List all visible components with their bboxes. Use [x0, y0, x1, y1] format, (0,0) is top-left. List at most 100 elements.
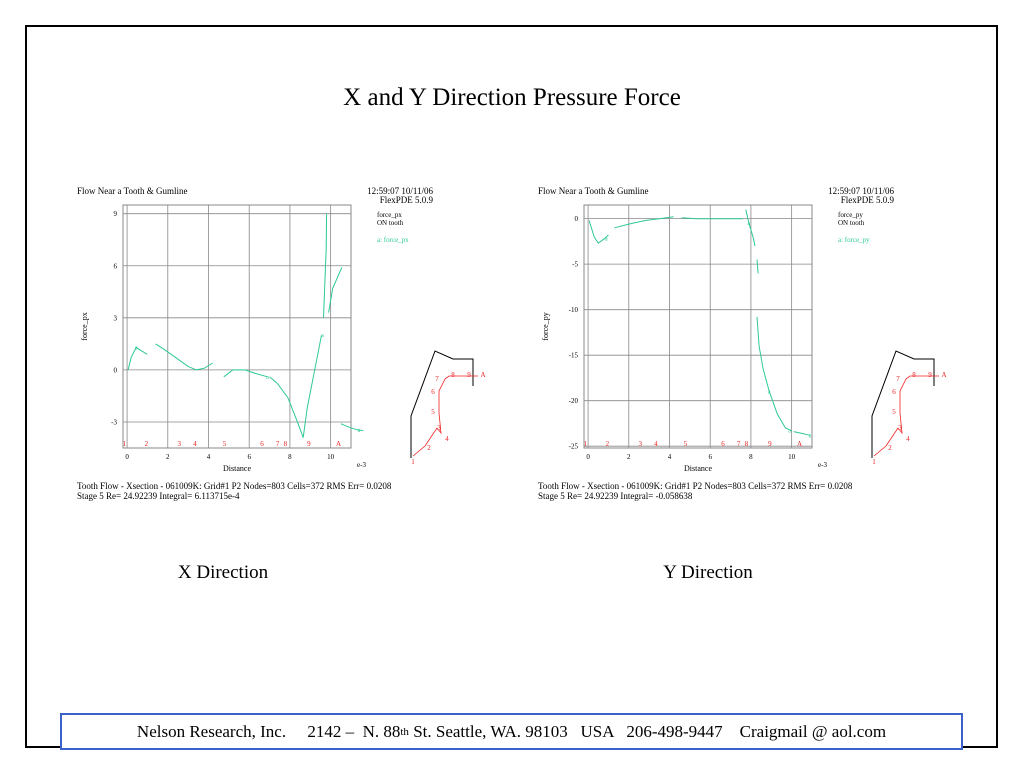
segment-label: 4	[193, 440, 197, 448]
y-tick-label: -5	[572, 261, 578, 269]
series-marker: a	[809, 433, 812, 439]
plot-title: Flow Near a Tooth & Gumline	[77, 186, 187, 196]
y-axis-label: force_py	[541, 312, 550, 340]
series-line	[269, 335, 322, 438]
tooth-inset: 1 2 34 5 67 8 9 A	[410, 350, 486, 466]
tooth-boundary	[873, 375, 939, 457]
plot-timestamp: 12:59:07 10/11/06	[828, 186, 894, 196]
series-line	[614, 216, 674, 229]
y-tick-label: -3	[111, 418, 117, 426]
legend-subtitle: ON tooth	[838, 219, 865, 227]
x-tick-label: 8	[749, 453, 753, 461]
inset-label: 8	[451, 371, 455, 379]
inset-label: 4	[906, 435, 910, 443]
legend-entry: a: force_px	[377, 236, 409, 244]
inset-label: 9	[928, 371, 932, 379]
caption-y-direction: Y Direction	[663, 562, 753, 583]
plot-area	[122, 204, 352, 449]
chart-y-direction: Flow Near a Tooth & Gumline 12:59:07 10/1…	[538, 186, 947, 501]
series-line	[223, 369, 268, 378]
inset-label: 7	[435, 375, 439, 383]
segment-label: 7	[276, 440, 280, 448]
info-line-2: Stage 5 Re= 24.92239 Integral= 6.113715e…	[77, 491, 240, 501]
y-tick-label: -10	[569, 306, 579, 314]
x-exponent-label: e-3	[818, 461, 827, 469]
footer-company: Nelson Research, Inc.	[136, 721, 287, 741]
y-axis-label: force_px	[80, 312, 89, 340]
inset-label: 6	[892, 388, 896, 396]
series-marker: a	[788, 429, 791, 435]
plot-timestamp: 12:59:07 10/11/06	[367, 186, 433, 196]
inset-label: 2	[427, 444, 431, 452]
plot-area	[583, 204, 813, 449]
x-tick-label: 10	[327, 453, 335, 461]
series-line	[328, 267, 343, 313]
slide-title: X and Y Direction Pressure Force	[343, 84, 681, 111]
series-marker: a	[135, 345, 138, 351]
series-line	[127, 346, 148, 371]
x-tick-label: 4	[668, 453, 672, 461]
segment-label: 8	[745, 440, 749, 448]
series-marker: a	[358, 428, 361, 434]
series-line	[588, 220, 609, 244]
inset-label: 9	[467, 371, 471, 379]
x-axis-label: Distance	[223, 464, 251, 473]
x-tick-label: 0	[586, 453, 590, 461]
info-line-1: Tooth Flow - Xsection - 061009K: Grid#1 …	[77, 481, 392, 491]
y-tick-label: 6	[114, 262, 118, 270]
series-marker: a	[768, 390, 771, 396]
inset-label: 1	[872, 458, 876, 466]
legend-subtitle: ON tooth	[377, 219, 404, 227]
inset-label: 5	[431, 408, 435, 416]
series-line	[756, 259, 759, 274]
inset-label: 8	[912, 371, 916, 379]
segment-label: 9	[307, 440, 311, 448]
inset-label: 3	[898, 424, 902, 432]
segment-label: A	[336, 440, 341, 448]
plot-version: FlexPDE 5.0.9	[380, 195, 434, 205]
segment-label: 3	[177, 440, 181, 448]
series-line	[745, 209, 756, 247]
caption-x-direction: X Direction	[177, 562, 269, 583]
inset-label: 5	[892, 408, 896, 416]
plot-title: Flow Near a Tooth & Gumline	[538, 186, 648, 196]
series-line	[155, 343, 213, 371]
inset-label: 1	[411, 458, 415, 466]
segment-label: 1	[123, 440, 127, 448]
y-tick-label: 0	[114, 366, 118, 374]
footer-address-sup: th	[400, 725, 409, 738]
y-tick-label: 3	[114, 314, 118, 322]
x-tick-label: 2	[627, 453, 631, 461]
x-exponent-label: e-3	[357, 461, 366, 469]
tooth-inset: 1 2 34 5 67 8 9 A	[871, 350, 947, 466]
x-tick-label: 4	[207, 453, 211, 461]
x-tick-label: 2	[166, 453, 170, 461]
tooth-outline	[871, 350, 935, 458]
legend-entry: a: force_py	[838, 236, 870, 244]
inset-label: 3	[437, 424, 441, 432]
footer-address-pre: 2142 – N. 88	[307, 721, 401, 741]
segment-label: 4	[654, 440, 658, 448]
inset-label: 7	[896, 375, 900, 383]
segment-label: 2	[606, 440, 610, 448]
x-tick-label: 10	[788, 453, 796, 461]
y-tick-label: 0	[575, 215, 579, 223]
tooth-outline	[410, 350, 474, 458]
series-line	[793, 431, 811, 436]
plot-version: FlexPDE 5.0.9	[841, 195, 895, 205]
series-marker: a	[748, 221, 751, 227]
segment-label: 1	[584, 440, 588, 448]
segment-label: A	[797, 440, 802, 448]
footer-address-post: St. Seattle, WA. 98103 USA 206-498-9447 …	[408, 721, 887, 741]
segment-label: 5	[223, 440, 227, 448]
inset-label: 4	[445, 435, 449, 443]
y-tick-label: -20	[569, 397, 579, 405]
tooth-boundary	[412, 375, 478, 457]
x-tick-label: 6	[247, 453, 251, 461]
series-marker: a	[321, 333, 324, 339]
segment-label: 7	[737, 440, 741, 448]
series-line	[681, 217, 743, 220]
segment-label: 2	[145, 440, 149, 448]
series-line	[340, 423, 364, 432]
